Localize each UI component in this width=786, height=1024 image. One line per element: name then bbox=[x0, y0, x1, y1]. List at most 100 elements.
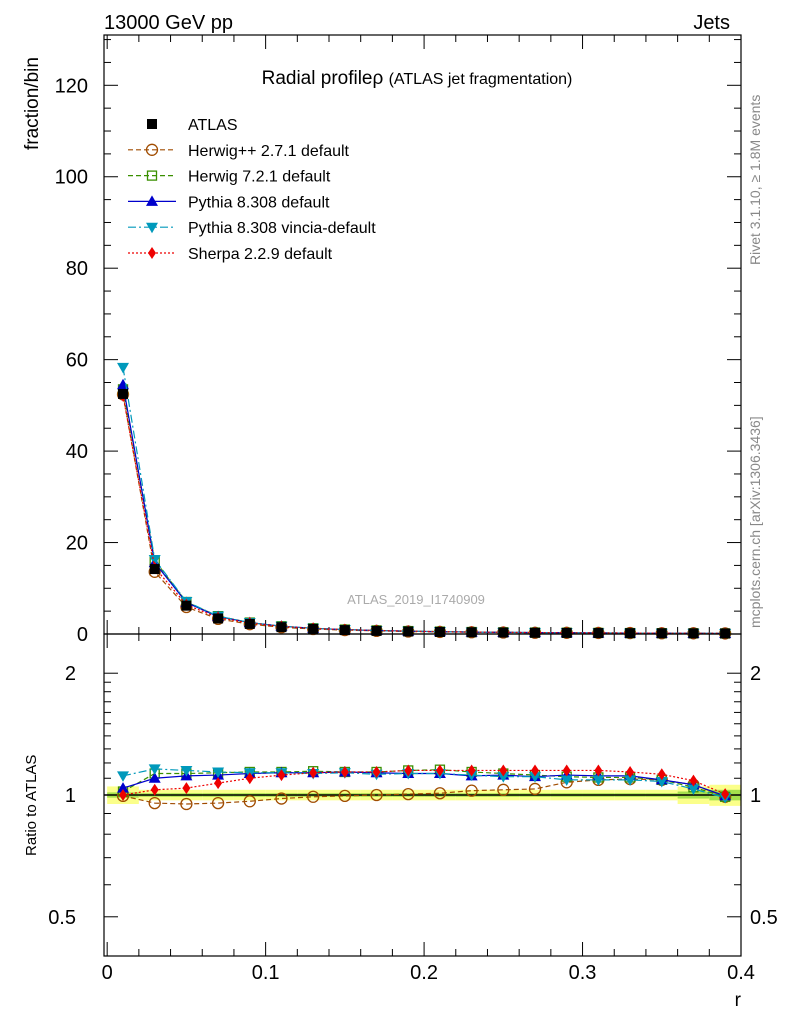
legend-pythia-marker bbox=[146, 195, 158, 206]
header-right: Jets bbox=[693, 12, 730, 34]
ratio-sherpa-point bbox=[150, 783, 159, 796]
ratio-pythia-point bbox=[117, 782, 130, 793]
ratio-sherpa-point bbox=[119, 789, 128, 801]
ratio-herwigpp-point bbox=[307, 790, 320, 803]
ratio-sherpa-point bbox=[182, 782, 191, 795]
ratio-vincia-point bbox=[560, 775, 573, 786]
ratio-herwigpp-point bbox=[433, 787, 447, 800]
ratio-vincia-point bbox=[624, 775, 637, 786]
ratio-y-tick-label: 0.5 bbox=[48, 907, 76, 929]
ratio-sherpa-point bbox=[340, 765, 349, 778]
main-y-tick-label: 0 bbox=[77, 624, 88, 646]
legend: ATLAS Herwig++ 2.7.1 default Herwig 7.2.1 … bbox=[128, 117, 376, 263]
legend-herwigpp-marker bbox=[145, 143, 159, 156]
ratio-pythia-point bbox=[148, 772, 161, 783]
legend-atlas-marker bbox=[147, 119, 157, 129]
y-axis-label: fraction/bin bbox=[22, 57, 43, 150]
ratio-herwigpp-point bbox=[275, 792, 288, 805]
main-vincia-point bbox=[148, 554, 161, 566]
ratio-y-tick-label-right: 0.5 bbox=[750, 907, 778, 929]
main-y-tick-label: 120 bbox=[55, 75, 88, 97]
watermark-label: ATLAS_2019_I1740909 bbox=[347, 592, 485, 607]
main-atlas-point bbox=[181, 600, 192, 611]
main-atlas-point bbox=[213, 613, 224, 624]
mcplots-label: mcplots.cern.ch [arXiv:1306.3436] bbox=[747, 416, 763, 628]
ratio-y-tick-label-right: 2 bbox=[750, 663, 761, 685]
ratio-sherpa-point bbox=[499, 764, 508, 777]
header-left: 13000 GeV pp bbox=[104, 12, 233, 34]
ratio-herwigpp-point bbox=[338, 789, 352, 803]
main-atlas-point bbox=[498, 627, 509, 638]
ratio-y-tick-label: 1 bbox=[65, 785, 76, 807]
main-atlas-point bbox=[434, 626, 445, 637]
ratio-herwigpp-point bbox=[211, 796, 225, 810]
ratio-y-axis-label: Ratio to ATLAS bbox=[23, 755, 40, 856]
ratio-vincia-point bbox=[592, 775, 605, 786]
main-atlas-point bbox=[530, 627, 541, 638]
main-sherpa-line bbox=[122, 395, 726, 635]
ratio-sherpa-line bbox=[122, 769, 726, 796]
ratio-sherpa-point bbox=[626, 765, 635, 778]
main-y-tick-label: 80 bbox=[66, 258, 88, 280]
legend-herwig7-marker bbox=[146, 170, 158, 181]
main-atlas-point bbox=[593, 628, 604, 639]
ratio-herwigpp-point bbox=[148, 796, 161, 810]
main-y-tick-label: 100 bbox=[55, 167, 88, 189]
main-y-tick-label: 20 bbox=[66, 533, 88, 555]
legend-atlas-label: ATLAS bbox=[188, 117, 238, 134]
main-atlas-point bbox=[118, 388, 129, 399]
x-tick-label: 0 bbox=[102, 962, 113, 984]
rivet-version-label: Rivet 3.1.10, ≥ 1.8M events bbox=[747, 95, 763, 265]
ratio-vincia-point bbox=[687, 784, 700, 795]
x-tick-label: 0.4 bbox=[727, 962, 755, 984]
ratio-sherpa-point bbox=[689, 774, 698, 787]
main-atlas-point bbox=[403, 626, 414, 637]
main-atlas-point bbox=[276, 622, 287, 633]
ratio-vincia-point bbox=[148, 764, 161, 775]
main-atlas-point bbox=[656, 628, 667, 639]
ratio-sherpa-point bbox=[404, 764, 413, 777]
ratio-herwigpp-point bbox=[370, 788, 383, 802]
ratio-panel: 0.5 0.5 1 1 2 2 0 0.1 0.2 0.3 0.4 bbox=[48, 633, 778, 984]
legend-vincia-marker bbox=[146, 222, 158, 234]
ratio-sherpa-point bbox=[467, 764, 476, 777]
legend-herwigpp-label: Herwig++ 2.7.1 default bbox=[188, 143, 350, 160]
ratio-herwigpp-point bbox=[402, 787, 415, 801]
ratio-herwigpp-point bbox=[465, 784, 478, 797]
ratio-herwigpp-point bbox=[243, 795, 256, 808]
ratio-vincia-point bbox=[529, 772, 542, 783]
legend-sherpa-label: Sherpa 2.2.9 default bbox=[188, 246, 333, 263]
legend-herwig7-label: Herwig 7.2.1 default bbox=[188, 169, 331, 186]
ratio-vincia-point bbox=[497, 772, 510, 783]
chart-title: Radial profileρ (ATLAS jet fragmentation… bbox=[262, 68, 573, 89]
ratio-sherpa-point bbox=[372, 765, 381, 778]
ratio-sherpa-point bbox=[721, 788, 730, 801]
main-vincia-point bbox=[117, 362, 130, 374]
main-y-tick-label: 40 bbox=[66, 441, 88, 463]
x-axis-label: r bbox=[735, 990, 742, 1011]
main-atlas-point bbox=[466, 627, 477, 638]
ratio-sherpa-point bbox=[277, 769, 286, 782]
ratio-sherpa-point bbox=[214, 777, 223, 790]
ratio-y-tick-label-right: 1 bbox=[750, 785, 761, 807]
main-atlas-point bbox=[371, 625, 382, 636]
x-tick-label: 0.2 bbox=[410, 962, 438, 984]
ratio-y-tick-label: 2 bbox=[65, 663, 76, 685]
ratio-herwigpp-point bbox=[497, 783, 510, 796]
legend-pythia-label: Pythia 8.308 default bbox=[188, 194, 330, 211]
ratio-sherpa-point bbox=[531, 764, 540, 777]
main-atlas-point bbox=[561, 627, 572, 638]
ratio-sherpa-point bbox=[562, 764, 571, 777]
ratio-sherpa-point bbox=[594, 764, 603, 777]
ratio-vincia-point bbox=[212, 767, 225, 778]
x-tick-label: 0.3 bbox=[569, 962, 597, 984]
ratio-herwigpp-point bbox=[180, 797, 193, 811]
main-atlas-point bbox=[625, 628, 636, 639]
legend-vincia-label: Pythia 8.308 vincia-default bbox=[188, 220, 376, 237]
ratio-sherpa-point bbox=[435, 764, 444, 777]
x-tick-label: 0.1 bbox=[252, 962, 280, 984]
ratio-vincia-point bbox=[180, 765, 193, 777]
main-atlas-point bbox=[308, 623, 319, 634]
